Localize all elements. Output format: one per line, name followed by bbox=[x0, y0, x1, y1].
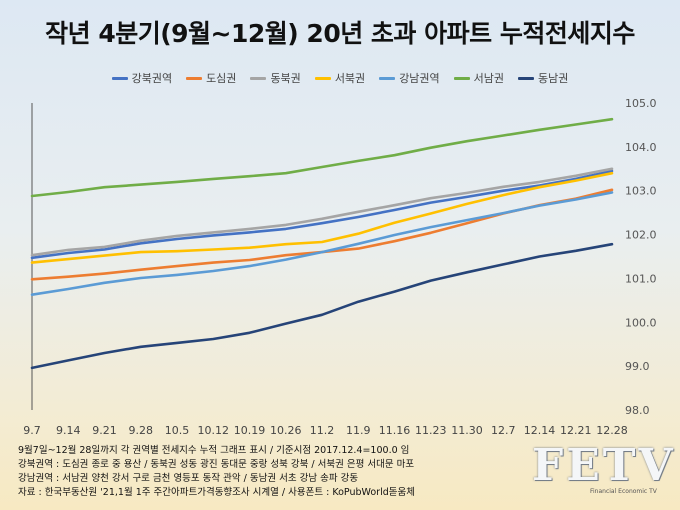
legend-swatch bbox=[379, 76, 396, 80]
series-line bbox=[30, 242, 614, 370]
chart-legend: 강북권역 도심권 동북권 서북권 강남권역 서남권 동남권 bbox=[0, 70, 680, 86]
series-line bbox=[30, 191, 614, 297]
legend-label: 도심권 bbox=[206, 72, 237, 85]
legend-swatch bbox=[314, 76, 331, 80]
legend-label: 동남권 bbox=[538, 72, 569, 85]
x-tick-label: 9.21 bbox=[92, 424, 117, 437]
y-tick-label: 101.0 bbox=[625, 272, 657, 285]
x-tick-label: 10.26 bbox=[270, 424, 302, 437]
legend-item: 서북권 bbox=[314, 70, 366, 86]
note-line: 강북권역 : 도심권 종로 중 용산 / 동북권 성동 광진 동대문 중랑 성북… bbox=[18, 459, 415, 470]
legend-item: 서남권 bbox=[453, 70, 505, 86]
x-tick-label: 10.19 bbox=[234, 424, 266, 437]
legend-label: 동북권 bbox=[270, 72, 301, 85]
y-tick-label: 102.0 bbox=[625, 229, 657, 242]
x-tick-label: 9.28 bbox=[129, 424, 154, 437]
y-tick-label: 98.0 bbox=[625, 404, 650, 417]
legend-label: 서남권 bbox=[473, 72, 505, 85]
legend-swatch bbox=[453, 76, 470, 80]
x-tick-label: 10.5 bbox=[165, 424, 190, 437]
y-tick-label: 104.0 bbox=[625, 141, 657, 154]
series-line bbox=[30, 188, 614, 281]
note-line: 9월7일~12월 28일까지 각 권역별 전세지수 누적 그래프 표시 / 기준… bbox=[18, 445, 410, 456]
x-tick-label: 10.12 bbox=[198, 424, 230, 437]
y-tick-label: 99.0 bbox=[625, 360, 650, 373]
legend-swatch bbox=[250, 76, 267, 80]
legend-item: 동남권 bbox=[518, 70, 568, 86]
series-line bbox=[30, 167, 614, 257]
y-tick-label: 100.0 bbox=[625, 316, 657, 329]
fetv-logo: FETV bbox=[532, 440, 676, 491]
x-tick-label: 11.16 bbox=[379, 424, 411, 437]
x-tick-label: 11.9 bbox=[346, 424, 371, 437]
legend-label: 강북권역 bbox=[131, 72, 173, 85]
legend-item: 동북권 bbox=[250, 70, 301, 86]
legend-item: 강북권역 bbox=[111, 70, 173, 86]
chart-title: 작년 4분기(9월~12월) 20년 초과 아파트 누적전세지수 bbox=[45, 19, 635, 48]
y-tick-label: 105.0 bbox=[625, 97, 657, 110]
series-line bbox=[30, 171, 614, 264]
fetv-logo-subtitle: Financial Economic TV bbox=[590, 488, 657, 495]
x-tick-label: 11.23 bbox=[415, 424, 447, 437]
x-tick-label: 12.7 bbox=[491, 424, 516, 437]
x-tick-label: 12.28 bbox=[596, 424, 628, 437]
chart-notes: 9월7일~12월 28일까지 각 권역별 전세지수 누적 그래프 표시 / 기준… bbox=[18, 444, 518, 500]
x-tick-label: 12.21 bbox=[560, 424, 592, 437]
series-line bbox=[30, 169, 614, 260]
x-tick-label: 9.7 bbox=[23, 424, 41, 437]
x-tick-label: 11.30 bbox=[451, 424, 483, 437]
x-tick-label: 11.2 bbox=[310, 424, 335, 437]
x-tick-label: 12.14 bbox=[524, 424, 556, 437]
series-line bbox=[30, 117, 614, 198]
x-tick-label: 9.14 bbox=[56, 424, 81, 437]
note-line: 자료 : 한국부동산원 '21,1월 1주 주간아파트가격동향조사 시계열 / … bbox=[18, 487, 415, 498]
legend-item: 강남권역 bbox=[379, 70, 440, 86]
legend-item: 도심권 bbox=[186, 70, 236, 86]
legend-swatch bbox=[111, 76, 128, 80]
legend-swatch bbox=[186, 76, 203, 80]
y-tick-label: 103.0 bbox=[625, 185, 657, 198]
note-line: 강남권역 : 서남권 양천 강서 구로 금천 영등포 동작 관악 / 동남권 서… bbox=[18, 473, 359, 484]
legend-label: 서북권 bbox=[334, 72, 366, 85]
legend-label: 강남권역 bbox=[399, 72, 440, 85]
legend-swatch bbox=[518, 76, 535, 80]
